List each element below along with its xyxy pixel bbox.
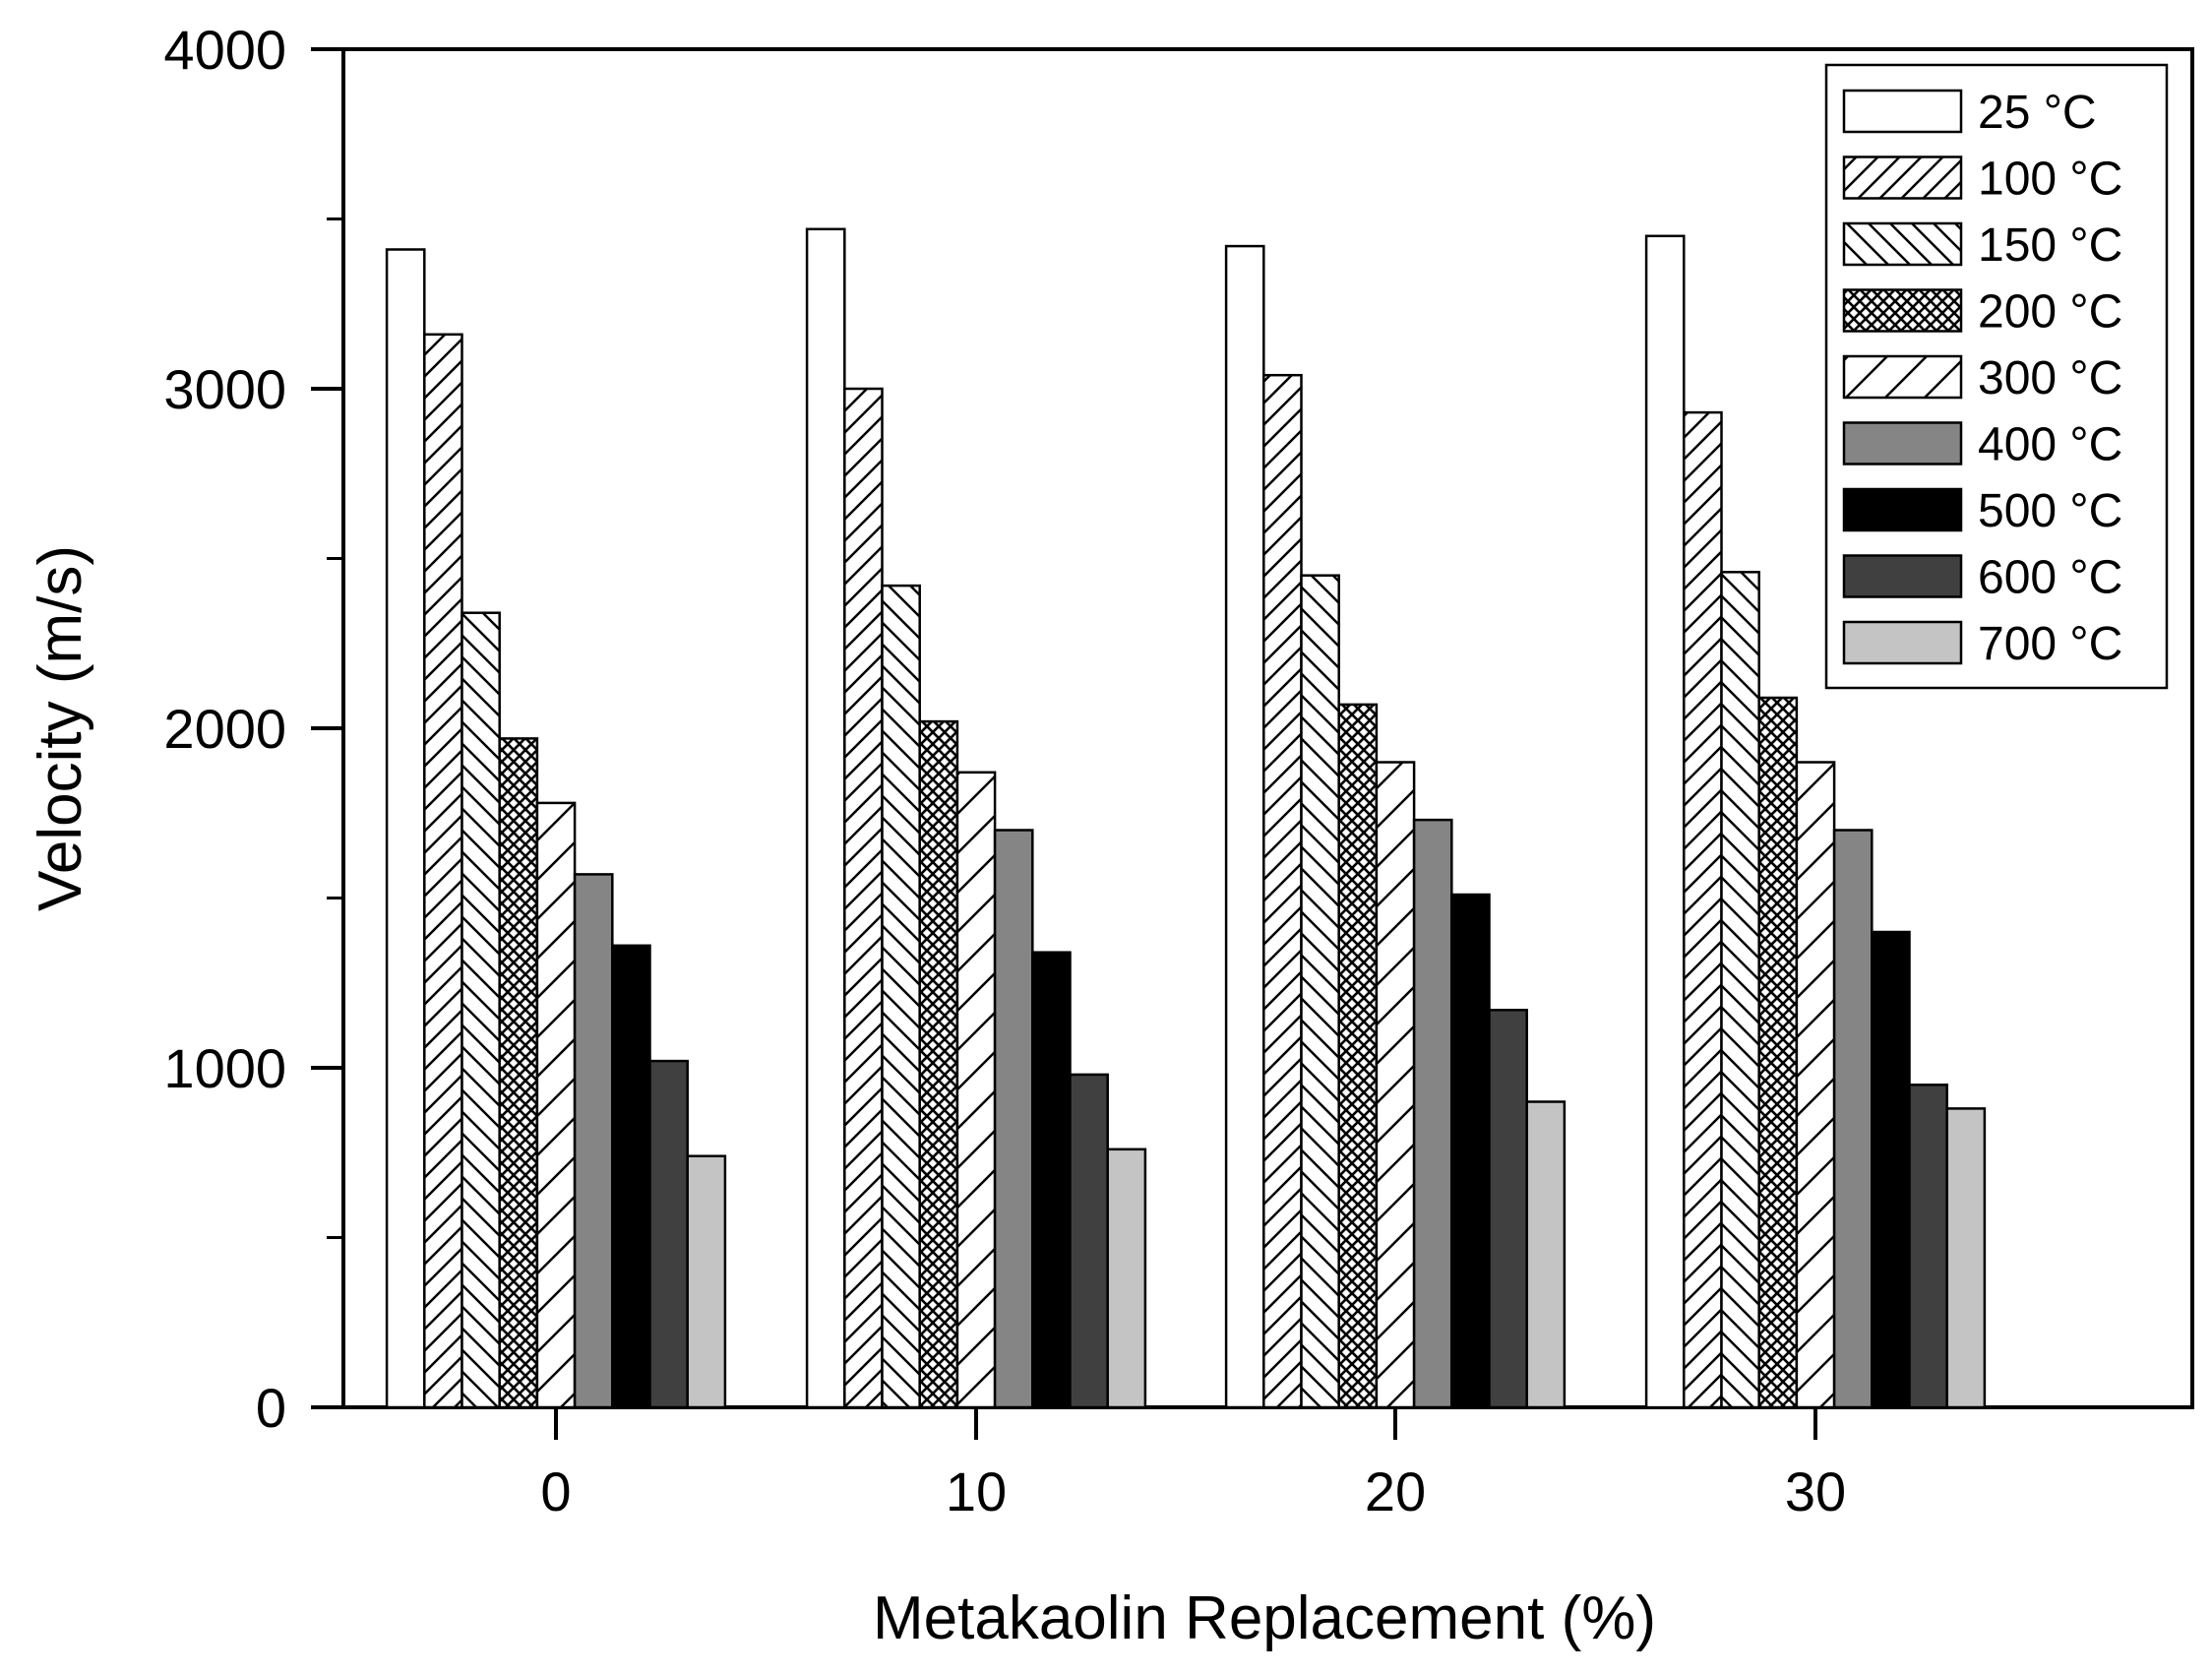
bar-30pct-150C xyxy=(1720,571,1760,1409)
bar-20pct-400C xyxy=(1412,818,1453,1409)
bar-30pct-100C xyxy=(1683,410,1723,1409)
bar-10pct-25C xyxy=(805,227,846,1409)
legend-swatch xyxy=(1842,288,1963,333)
x-axis-label: Metakaolin Replacement (%) xyxy=(873,1584,1656,1652)
legend-label: 400 °C xyxy=(1978,419,2122,471)
y-tick-label: 1000 xyxy=(163,1037,286,1099)
y-tick-label: 4000 xyxy=(163,19,286,81)
legend-swatch xyxy=(1842,554,1963,598)
legend-label: 700 °C xyxy=(1978,618,2122,670)
bar-10pct-700C xyxy=(1106,1148,1147,1409)
bar-30pct-600C xyxy=(1908,1084,1948,1409)
bar-0pct-200C xyxy=(498,737,539,1409)
legend-label: 150 °C xyxy=(1978,219,2122,272)
legend-label: 25 °C xyxy=(1978,87,2097,139)
legend-swatch xyxy=(1842,421,1963,465)
y-axis: 0 1000 2000 3000 4000 xyxy=(163,19,343,1439)
legend-label: 200 °C xyxy=(1978,286,2122,339)
bar-10pct-150C xyxy=(881,584,921,1409)
x-tick-label: 0 xyxy=(540,1460,571,1522)
bar-0pct-100C xyxy=(423,333,463,1409)
bar-0pct-500C xyxy=(611,944,651,1409)
bar-20pct-150C xyxy=(1300,574,1340,1409)
bar-0pct-600C xyxy=(648,1059,689,1409)
legend: 25 °C 100 °C 150 °C 200 °C 300 °C 400 °C 500 °… xyxy=(1824,63,2169,690)
legend-swatch xyxy=(1842,221,1963,267)
x-tick-label: 20 xyxy=(1365,1460,1426,1522)
legend-swatch xyxy=(1842,620,1963,665)
bar-10pct-400C xyxy=(993,829,1034,1409)
bar-0pct-300C xyxy=(535,801,577,1409)
bar-0pct-400C xyxy=(573,873,614,1409)
bar-10pct-100C xyxy=(843,387,884,1409)
y-tick-label: 2000 xyxy=(163,698,286,760)
bar-10pct-200C xyxy=(918,719,959,1409)
x-axis: 0 10 20 30 xyxy=(540,1407,1846,1522)
bar-20pct-700C xyxy=(1525,1100,1567,1409)
bar-20pct-100C xyxy=(1262,373,1303,1409)
y-tick-label: 3000 xyxy=(163,358,286,420)
bar-30pct-500C xyxy=(1871,930,1911,1409)
bar-10pct-500C xyxy=(1031,951,1072,1409)
legend-swatch xyxy=(1842,487,1963,532)
legend-swatch xyxy=(1842,354,1963,400)
bar-30pct-300C xyxy=(1795,761,1836,1409)
legend-swatch xyxy=(1842,89,1963,134)
bar-30pct-400C xyxy=(1832,829,1874,1409)
x-tick-label: 30 xyxy=(1785,1460,1846,1522)
y-axis-label: Velocity (m/s) xyxy=(27,545,94,911)
bar-20pct-25C xyxy=(1224,244,1265,1409)
bar-20pct-200C xyxy=(1337,703,1379,1409)
legend-swatch xyxy=(1842,155,1963,200)
bar-0pct-25C xyxy=(385,248,426,1409)
bar-20pct-300C xyxy=(1375,761,1416,1409)
bar-0pct-150C xyxy=(461,611,501,1409)
x-tick-label: 10 xyxy=(946,1460,1007,1522)
y-tick-label: 0 xyxy=(256,1377,286,1439)
legend-label: 500 °C xyxy=(1978,485,2122,537)
bar-30pct-700C xyxy=(1945,1107,1987,1409)
bar-30pct-200C xyxy=(1757,696,1799,1409)
bar-0pct-700C xyxy=(686,1154,727,1409)
bar-30pct-25C xyxy=(1644,234,1686,1409)
legend-label: 100 °C xyxy=(1978,154,2122,206)
bar-10pct-600C xyxy=(1069,1073,1109,1409)
bar-10pct-300C xyxy=(955,771,997,1409)
legend-label: 600 °C xyxy=(1978,552,2122,604)
bar-20pct-500C xyxy=(1450,893,1491,1409)
legend-label: 300 °C xyxy=(1978,352,2122,404)
bar-20pct-600C xyxy=(1488,1009,1528,1409)
bars-group xyxy=(385,227,1987,1409)
